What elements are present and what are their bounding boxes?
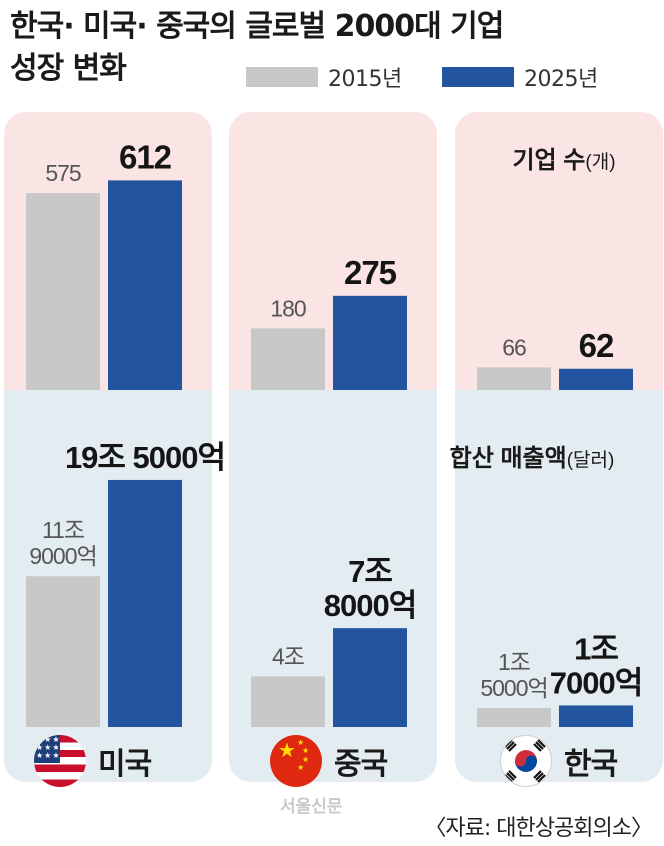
country-korea: 한국: [500, 735, 618, 787]
bar-headcount-korea-2015: [477, 367, 551, 390]
bar-revenue-china-2025: [333, 628, 407, 727]
bar-headcount-usa-2015: [26, 193, 100, 390]
us-flag-icon: ★★★ ★★★ ★★★: [34, 735, 86, 787]
data-label-revenue-korea-2025: 1조: [574, 631, 618, 666]
legend-item-2025: 2025년: [442, 62, 598, 92]
data-label-revenue-china-2025: 7조: [348, 554, 392, 589]
chart-header-revenue: 합산 매출액(달러): [450, 445, 615, 472]
bar-headcount-korea-2025: [559, 368, 633, 390]
chart-title: 한국· 미국· 중국의 글로벌 2000대 기업 성장 변화: [10, 6, 504, 90]
chart-title-line2: 성장 변화: [10, 51, 127, 86]
data-label-revenue-korea-2025: 7000억: [550, 665, 642, 700]
country-name-korea: 한국: [564, 747, 618, 782]
data-label-revenue-china-2015: 4조: [272, 643, 304, 669]
data-label-revenue-usa-2015: 9000억: [29, 543, 96, 569]
bar-headcount-china-2015: [251, 328, 325, 390]
bar-revenue-korea-2015: [477, 707, 551, 727]
bar-revenue-usa-2015: [26, 576, 100, 727]
data-label-headcount-korea-2015: 66: [502, 334, 526, 360]
bar-revenue-usa-2025: [108, 479, 182, 727]
country-usa: ★★★ ★★★ ★★★ 미국: [34, 735, 152, 787]
bar-headcount-usa-2025: [108, 180, 182, 390]
data-label-revenue-usa-2015: 11조: [42, 517, 84, 543]
chart-title-line1: 한국· 미국· 중국의 글로벌 2000대 기업: [10, 9, 504, 44]
legend-swatch-2025: [442, 67, 514, 87]
bar-headcount-china-2025: [333, 295, 407, 390]
data-label-revenue-korea-2015: 1조: [498, 649, 530, 675]
korea-flag-icon: [500, 735, 552, 787]
data-label-headcount-usa-2015: 575: [45, 160, 81, 186]
legend-label-2025: 2025년: [524, 67, 598, 92]
bar-revenue-china-2015: [251, 676, 325, 727]
data-label-revenue-china-2025: 8000억: [324, 588, 416, 623]
legend-item-2015: 2015년: [246, 62, 402, 92]
source-note: 〈자료: 대한상공회의소〉: [424, 816, 653, 841]
china-flag-icon: ★ ★ ★ ★ ★: [270, 735, 322, 787]
data-label-headcount-china-2015: 180: [270, 295, 306, 321]
chart-header-headcount: 기업 수(개): [512, 147, 615, 174]
country-name-usa: 미국: [98, 747, 152, 782]
country-china: ★ ★ ★ ★ ★ 중국: [270, 735, 388, 787]
data-label-revenue-usa-2025: 19조 5000억: [65, 440, 225, 475]
data-label-headcount-usa-2025: 612: [119, 138, 172, 175]
legend-label-2015: 2015년: [328, 67, 402, 92]
country-name-china: 중국: [334, 747, 388, 782]
watermark: 서울신문: [280, 797, 343, 817]
bar-revenue-korea-2025: [559, 705, 633, 727]
legend-swatch-2015: [246, 67, 318, 87]
data-label-revenue-korea-2015: 5000억: [480, 675, 547, 701]
data-label-headcount-china-2025: 275: [344, 254, 397, 291]
data-label-headcount-korea-2025: 62: [579, 327, 614, 364]
